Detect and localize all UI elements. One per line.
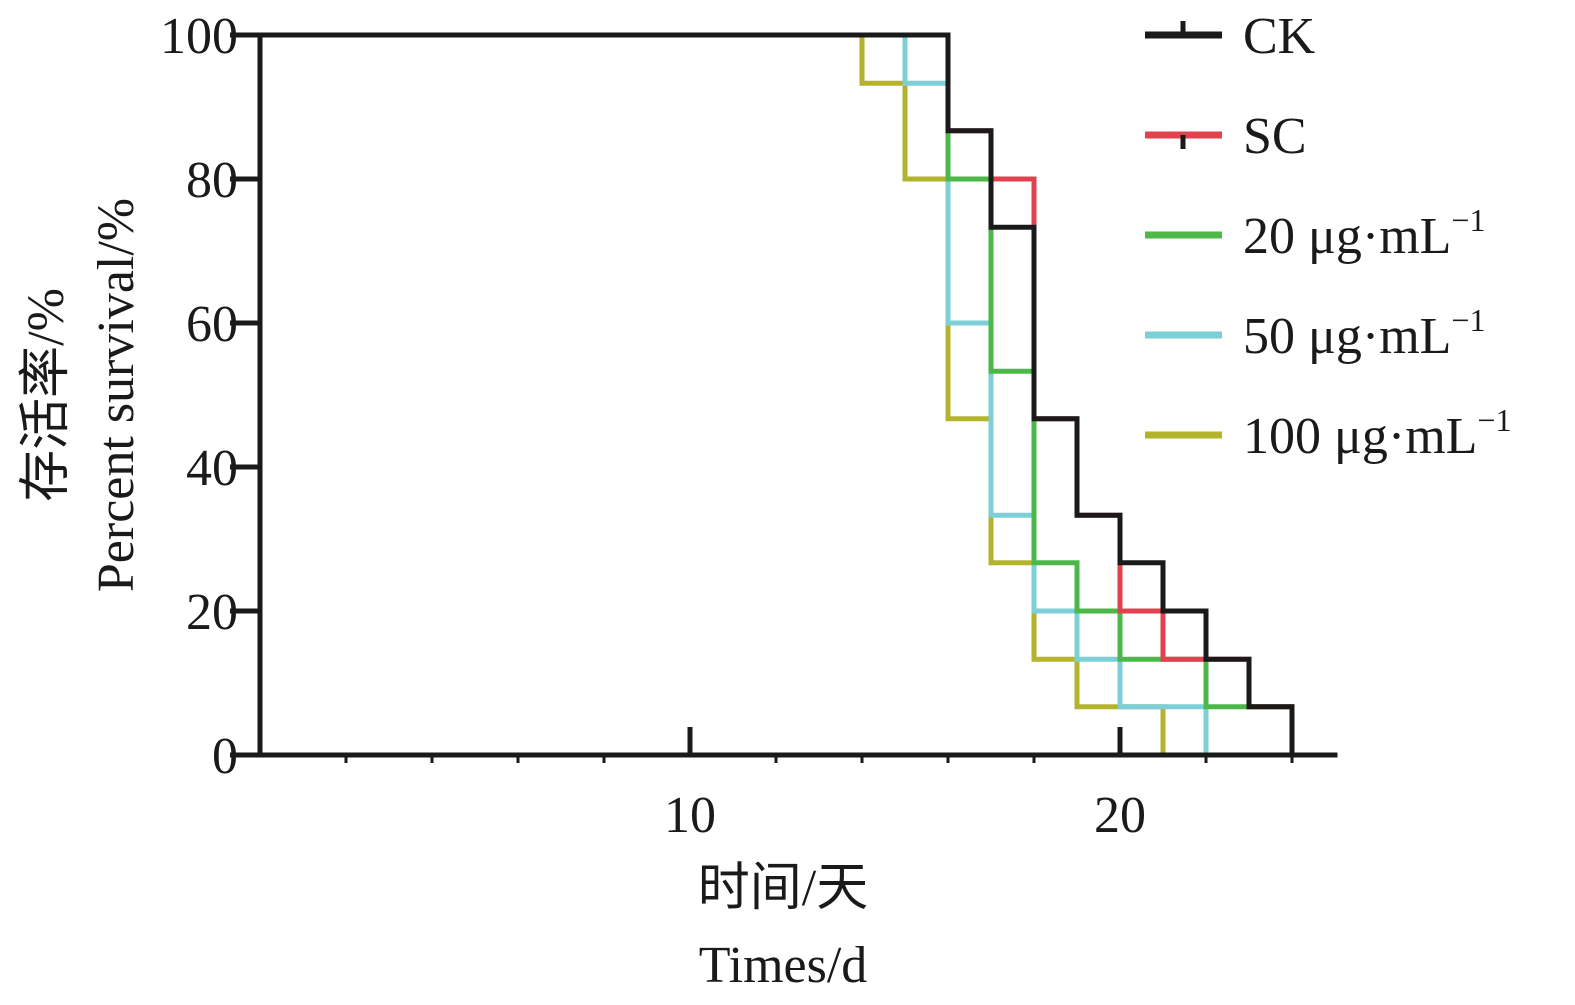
ticks: 0 20 40 60 80 100 10 20	[160, 8, 1294, 844]
series-layer	[257, 32, 1338, 758]
x-axis-label-en: Times/d	[699, 937, 868, 994]
y-tick-label: 60	[186, 296, 238, 353]
legend-label: 20 μg·mL−1	[1243, 202, 1485, 265]
y-tick-label: 20	[186, 584, 238, 641]
legend-label: 50 μg·mL−1	[1243, 302, 1485, 365]
y-tick-label: 80	[186, 152, 238, 209]
y-tick-label: 100	[160, 8, 238, 65]
series-line-2	[257, 32, 1295, 710]
series-line-1	[257, 32, 1338, 758]
y-tick-label: 40	[186, 440, 238, 497]
series-line-3	[257, 32, 1338, 758]
x-tick-label: 20	[1094, 787, 1146, 844]
legend-label: SC	[1243, 108, 1307, 165]
legend: CK SC 20 μg·mL−1 50 μg·mL−1 100 μg·mL−1	[1145, 8, 1511, 465]
y-axis-label-en: Percent survival/%	[88, 198, 145, 592]
axes	[257, 35, 1335, 758]
series-line-0	[257, 32, 1338, 758]
y-axis-label-cn: 存活率/%	[18, 288, 75, 502]
x-tick-label: 10	[664, 787, 716, 844]
legend-label: CK	[1243, 8, 1316, 65]
x-axis-label-cn: 时间/天	[698, 860, 868, 917]
series-line-4	[257, 32, 1338, 758]
legend-label: 100 μg·mL−1	[1243, 402, 1511, 465]
y-tick-label: 0	[212, 728, 238, 785]
